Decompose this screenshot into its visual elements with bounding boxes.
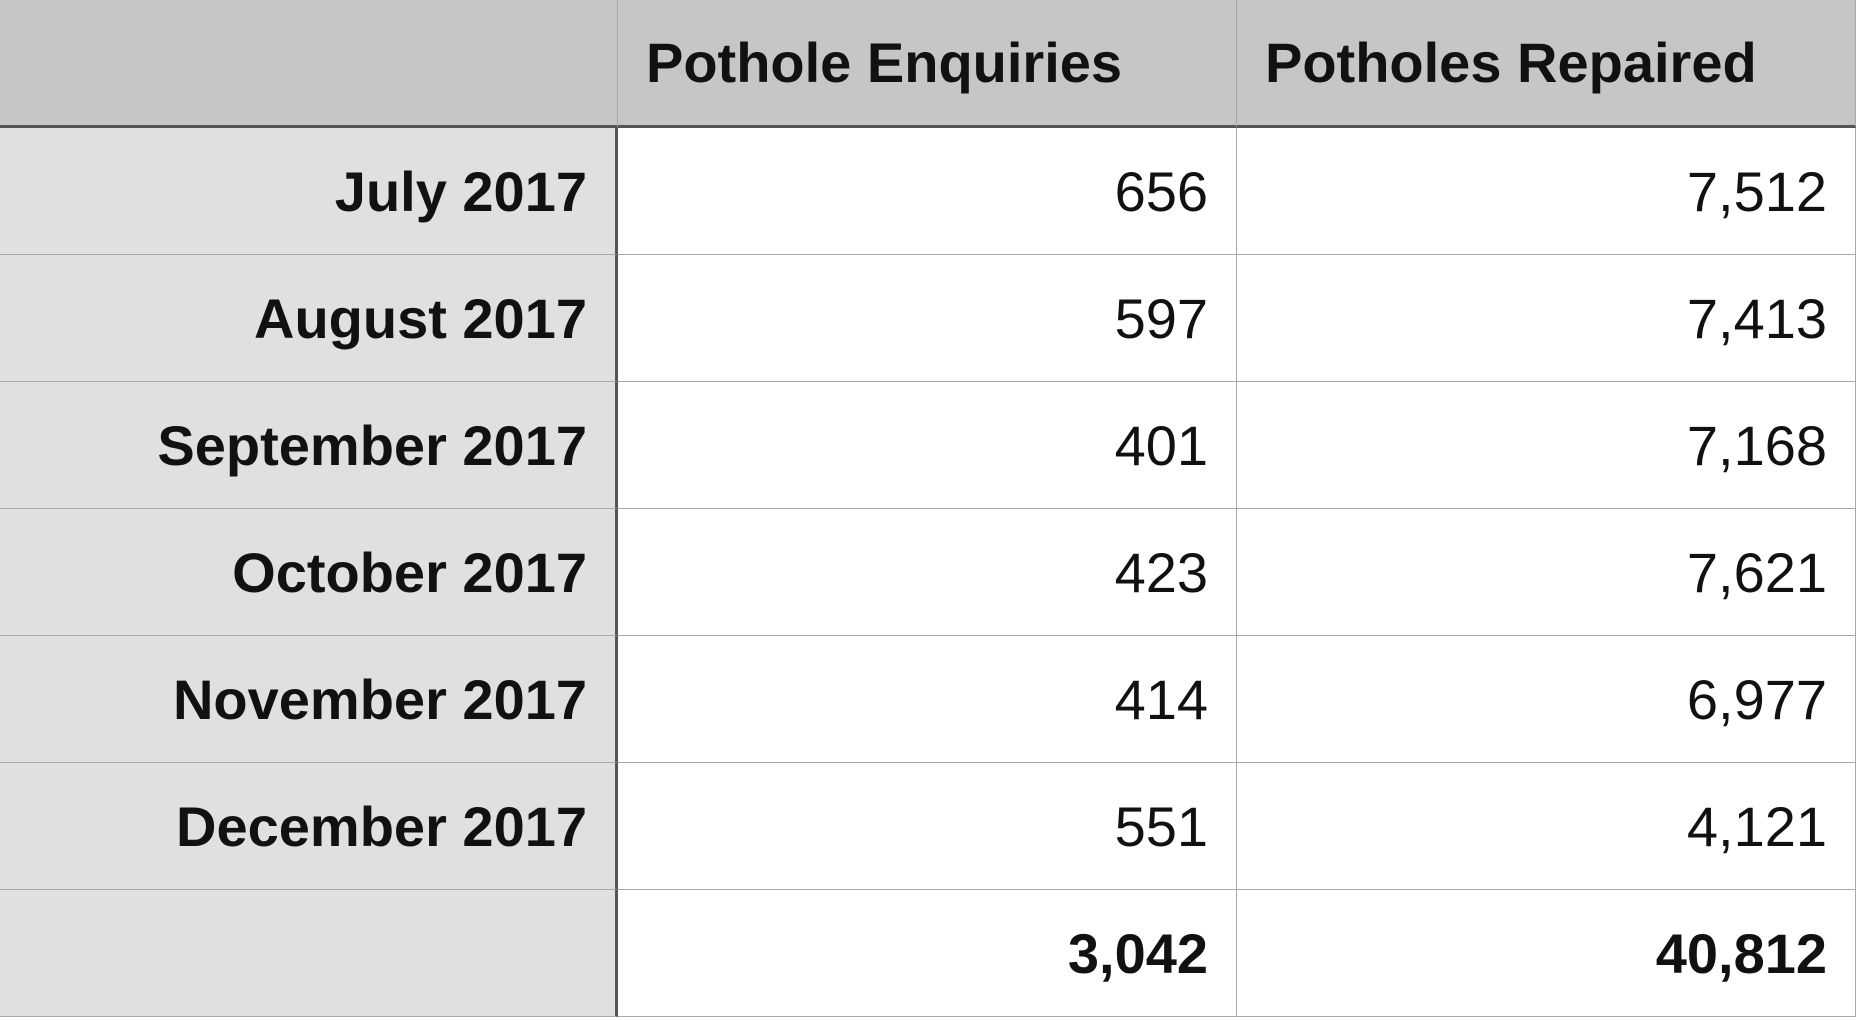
value-cell: 656 [618, 128, 1237, 255]
row-label: November 2017 [0, 636, 618, 763]
row-label: August 2017 [0, 255, 618, 382]
corner-cell [0, 0, 618, 128]
total-cell: 40,812 [1237, 890, 1856, 1017]
row-label: October 2017 [0, 509, 618, 636]
value-cell: 4,121 [1237, 763, 1856, 890]
value-cell: 551 [618, 763, 1237, 890]
value-cell: 423 [618, 509, 1237, 636]
value-cell: 7,413 [1237, 255, 1856, 382]
value-cell: 597 [618, 255, 1237, 382]
value-cell: 7,512 [1237, 128, 1856, 255]
row-label: September 2017 [0, 382, 618, 509]
row-label: December 2017 [0, 763, 618, 890]
total-cell: 3,042 [618, 890, 1237, 1017]
row-label: July 2017 [0, 128, 618, 255]
value-cell: 414 [618, 636, 1237, 763]
column-header: Pothole Enquiries [618, 0, 1237, 128]
value-cell: 7,621 [1237, 509, 1856, 636]
value-cell: 6,977 [1237, 636, 1856, 763]
value-cell: 401 [618, 382, 1237, 509]
value-cell: 7,168 [1237, 382, 1856, 509]
total-label-cell [0, 890, 618, 1017]
column-header: Potholes Repaired [1237, 0, 1856, 128]
